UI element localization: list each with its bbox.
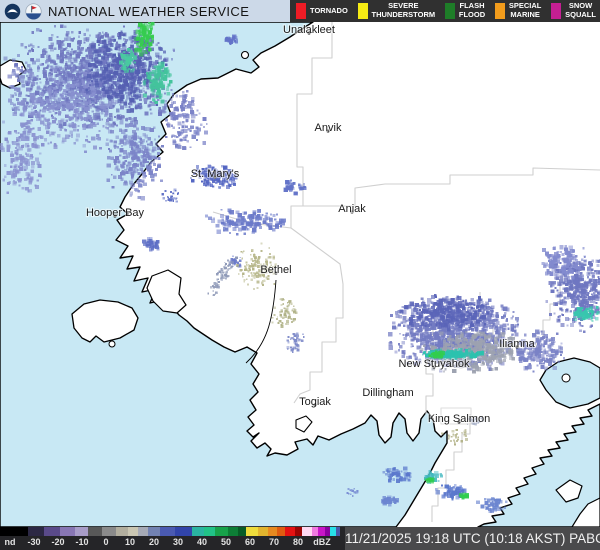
app-title: NATIONAL WEATHER SERVICE [48,3,250,19]
city-label: Unalakleet [283,24,335,36]
city-marker [432,365,436,369]
colorbar-tick: 10 [124,537,136,547]
city-label: Dillingham [362,387,413,399]
city-marker [350,210,354,214]
city-label: King Salmon [428,413,490,425]
radar-map[interactable]: Unalakleet Anvik St. Mary's Aniak Hooper Bay… [0,22,600,527]
colorbar-tick: -10 [75,537,89,547]
city-marker [213,175,217,179]
kodiak-land-2 [571,497,600,527]
special-marine-swatch [494,3,505,19]
colorbar-tick: -20 [51,537,65,547]
city-marker [326,129,330,133]
nelson-island [146,269,187,314]
colorbar-tick: nd [4,537,16,547]
hagemeister-island [295,415,313,433]
snow-squall-swatch [551,3,562,19]
nws-logo-icon[interactable] [25,2,42,20]
norton-islet [240,50,250,60]
city-marker [313,403,317,407]
warning-legend: TORNADO SEVERE THUNDERSTORM FLASH FLOOD … [290,0,600,22]
city-marker [307,31,311,35]
city-label-layer: Unalakleet Anvik St. Mary's Aniak Hooper Bay… [85,23,537,426]
severe-thunderstorm-label: SEVERE THUNDERSTORM [371,1,436,19]
city-label: New Stuyahok [399,358,470,370]
radar-echo-layer [0,22,600,513]
legend-item-severe-thunderstorm: SEVERE THUNDERSTORM [357,1,436,19]
city-label: St. Mary's [191,168,240,180]
city-label: Togiak [299,396,331,408]
legend-item-snow-squall: SNOW SQUALL [551,1,596,19]
city-label: Iliamna [499,338,535,350]
colorbar-tick: 40 [196,537,208,547]
colorbar-tick: dBZ [313,537,331,547]
severe-thunderstorm-swatch [357,3,368,19]
colorbar-ticks: nd -30 -20 -10 0 10 20 30 40 50 60 70 80 dBZ [0,536,345,550]
colorbar-tick: 0 [103,537,109,547]
city-label: Aniak [338,203,366,215]
kuskokwim-river [245,279,277,364]
radar-map-canvas[interactable]: Unalakleet Anvik St. Mary's Aniak Hooper Bay… [0,22,600,527]
top-bar: NATIONAL WEATHER SERVICE TORNADO SEVERE … [0,0,600,22]
city-label: Hooper Bay [86,207,145,219]
colorbar-tick: -30 [27,537,41,547]
colorbar-tick: 70 [268,537,280,547]
colorbar-tick: 50 [220,537,232,547]
tornado-label: TORNADO [310,5,348,15]
flash-flood-swatch [444,3,455,19]
flash-flood-label: FLASH FLOOD [458,1,486,19]
legend-item-flash-flood: FLASH FLOOD [444,1,486,19]
city-marker [457,420,461,424]
reflectivity-colorbar: nd -30 -20 -10 0 10 20 30 40 50 60 70 80 dBZ [0,527,345,550]
legend-item-tornado: TORNADO [296,3,348,19]
city-marker [113,214,117,218]
tornado-swatch [296,3,306,19]
kodiak-land-1 [555,479,583,503]
snow-squall-label: SNOW SQUALL [565,1,596,19]
noaa-logo-icon[interactable] [4,3,21,20]
iliamna-lake [539,357,600,409]
nws-brand: NATIONAL WEATHER SERVICE [0,0,290,22]
nunivak-island [71,299,139,343]
timestamp-label: 11/21/2025 19:18 UTC (10:18 AKST) PABC [345,531,600,546]
city-marker [515,345,519,349]
city-marker [386,394,390,398]
colorbar-tick: 80 [292,537,304,547]
city-marker [274,271,278,275]
colorbar-tick: 60 [244,537,256,547]
city-label: Anvik [315,122,342,134]
lake-island [561,373,571,383]
legend-item-special-marine: SPECIAL MARINE [494,1,542,19]
city-label: Bethel [260,264,291,276]
special-marine-label: SPECIAL MARINE [508,1,542,19]
islet [108,340,116,348]
bottom-bar: nd -30 -20 -10 0 10 20 30 40 50 60 70 80 dBZ 11/21/20… [0,527,600,550]
colorbar-tick: 30 [172,537,184,547]
colorbar-tick: 20 [148,537,160,547]
colorbar-gradient [0,527,340,536]
